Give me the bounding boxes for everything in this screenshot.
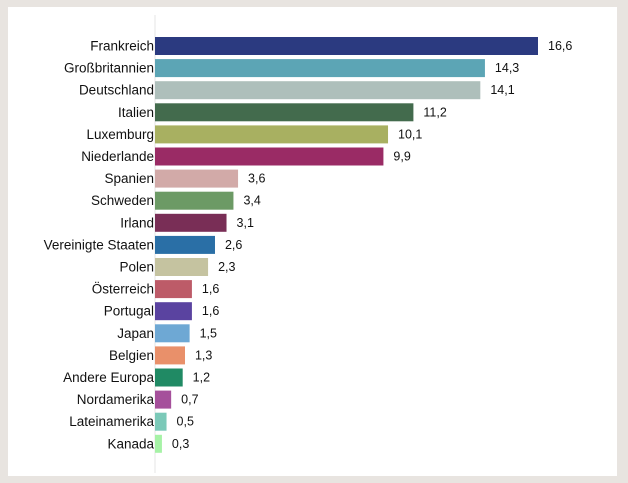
category-label: Österreich xyxy=(92,282,154,297)
category-label: Großbritannien xyxy=(64,61,154,76)
chart-panel: Frankreich 16,6 Großbritannien 14,3 Deutschl… xyxy=(8,7,617,476)
category-label: Japan xyxy=(117,326,154,341)
bar xyxy=(155,81,481,100)
category-label: Schweden xyxy=(91,193,154,208)
bar xyxy=(155,346,185,365)
bar xyxy=(155,37,538,55)
bar xyxy=(155,147,384,166)
value-label: 14,3 xyxy=(495,61,519,75)
value-label: 3,4 xyxy=(243,194,260,208)
category-label: Portugal xyxy=(104,304,154,319)
bar xyxy=(155,434,162,453)
bar xyxy=(155,390,172,409)
bar xyxy=(155,302,192,321)
category-label: Belgien xyxy=(109,348,154,363)
category-label: Andere Europa xyxy=(63,370,154,385)
value-label: 1,6 xyxy=(202,304,219,318)
bar xyxy=(155,103,414,122)
value-label: 0,3 xyxy=(172,437,189,451)
value-label: 9,9 xyxy=(393,150,410,164)
bar xyxy=(155,235,215,254)
value-label: 1,2 xyxy=(193,371,210,385)
category-label: Luxemburg xyxy=(86,127,154,142)
category-label: Irland xyxy=(120,215,154,230)
category-label: Spanien xyxy=(104,171,154,186)
bar xyxy=(155,280,192,299)
value-label: 16,6 xyxy=(548,39,572,53)
value-label: 1,3 xyxy=(195,348,212,362)
value-label: 0,5 xyxy=(177,415,194,429)
bar xyxy=(155,412,167,431)
value-label: 3,6 xyxy=(248,172,265,186)
value-label: 1,6 xyxy=(202,282,219,296)
bar-chart: Frankreich 16,6 Großbritannien 14,3 Deutschl… xyxy=(44,15,572,473)
bar xyxy=(155,213,227,232)
value-label: 3,1 xyxy=(237,216,254,230)
category-label: Polen xyxy=(119,260,154,275)
bar xyxy=(155,169,239,188)
bar xyxy=(155,125,389,144)
value-label: 10,1 xyxy=(398,127,422,141)
bar xyxy=(155,368,183,387)
value-label: 2,6 xyxy=(225,238,242,252)
category-label: Italien xyxy=(118,105,154,120)
category-label: Deutschland xyxy=(79,83,154,98)
value-label: 1,5 xyxy=(200,326,217,340)
bar xyxy=(155,324,190,343)
bar xyxy=(155,258,209,276)
category-label: Vereinigte Staaten xyxy=(44,237,154,252)
category-label: Niederlande xyxy=(81,149,154,164)
value-label: 11,2 xyxy=(423,105,446,119)
category-label: Kanada xyxy=(107,436,154,451)
category-label: Lateinamerika xyxy=(69,414,154,429)
value-label: 14,1 xyxy=(490,83,514,97)
bar xyxy=(155,59,485,78)
category-label: Nordamerika xyxy=(77,392,155,407)
value-label: 2,3 xyxy=(218,260,235,274)
category-label: Frankreich xyxy=(90,39,154,54)
bar xyxy=(155,191,234,210)
value-label: 0,7 xyxy=(181,393,198,407)
